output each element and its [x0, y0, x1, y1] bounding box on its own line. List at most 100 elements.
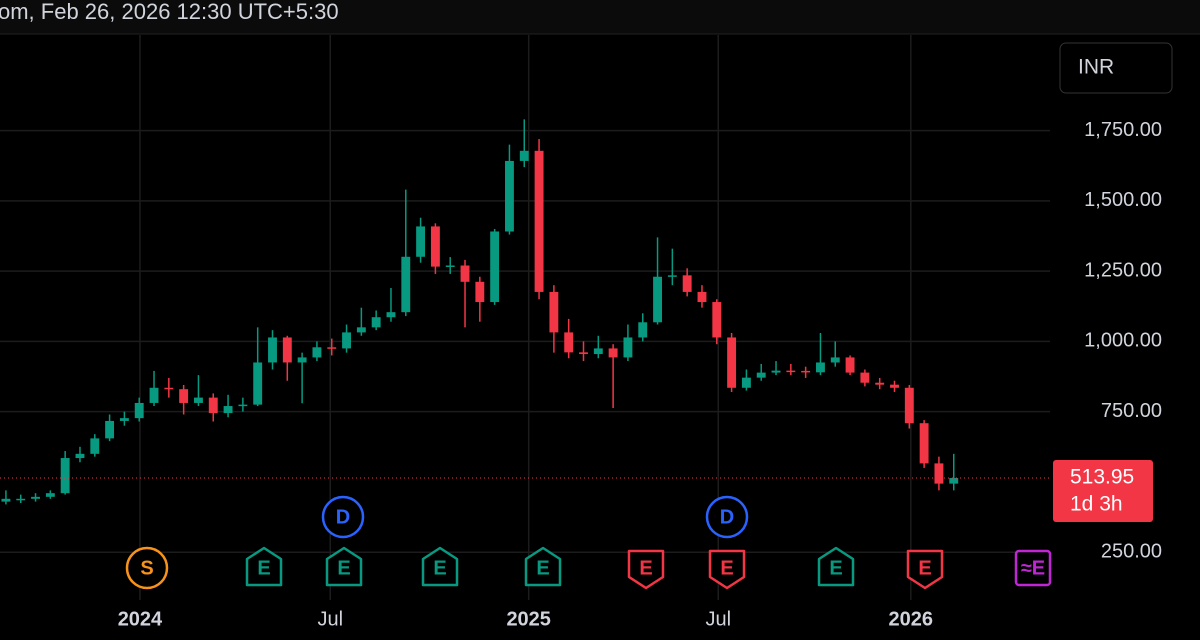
candle-body	[653, 276, 662, 323]
candle-body	[134, 402, 144, 419]
marker-shape	[906, 549, 944, 590]
candle-body	[119, 418, 129, 421]
candle-body	[934, 463, 944, 484]
candle-body	[460, 265, 470, 282]
candle-body	[45, 493, 55, 497]
candle-body	[608, 348, 618, 358]
candle-body	[801, 370, 811, 373]
price-badge	[1053, 460, 1153, 523]
candle-body	[401, 256, 411, 313]
marker-shape	[705, 495, 749, 539]
y-tick-label: 250.00	[1101, 540, 1162, 562]
marker-label: E	[720, 557, 733, 579]
currency-button[interactable]	[1059, 42, 1173, 94]
event-marker[interactable]: E	[627, 549, 665, 590]
y-tick-label: 1,250.00	[1084, 259, 1162, 281]
candle-body	[371, 317, 381, 328]
candle-body	[386, 312, 396, 318]
candle-body	[475, 281, 485, 303]
event-marker[interactable]: D	[705, 495, 749, 539]
event-marker[interactable]: E	[708, 549, 746, 590]
candle-body	[90, 438, 100, 454]
marker-label: E	[337, 557, 350, 579]
candle-body	[356, 327, 366, 333]
candle-body	[564, 332, 574, 353]
x-tick-label: 2025	[506, 608, 551, 630]
x-tick-label: 2026	[889, 608, 934, 630]
x-tick-label: 2024	[118, 608, 163, 630]
candle-body	[297, 357, 307, 363]
candle-body	[416, 226, 426, 257]
candle-body	[593, 348, 603, 355]
candle-body	[741, 377, 751, 388]
candle-body	[16, 498, 26, 501]
x-tick-label: Jul	[705, 608, 731, 630]
candle-body	[727, 337, 737, 388]
candle-body	[342, 332, 351, 349]
candle-body	[253, 362, 263, 405]
marker-shape	[708, 549, 746, 590]
countdown-label: 1d 3h	[1070, 493, 1123, 516]
marker-label: E	[829, 557, 842, 579]
y-tick-label: 750.00	[1101, 400, 1162, 422]
candle-body	[682, 275, 692, 292]
marker-label: E	[918, 557, 931, 579]
candle-body	[579, 352, 588, 355]
y-tick-label: 1,000.00	[1084, 330, 1162, 352]
marker-shape	[817, 546, 855, 587]
marker-shape	[524, 546, 562, 587]
marker-label: D	[336, 506, 350, 528]
candle-body	[312, 347, 322, 358]
marker-shape	[421, 546, 459, 587]
candle-body	[949, 478, 959, 484]
candle-body	[875, 382, 885, 385]
marker-shape	[627, 549, 665, 590]
price-label: 513.95	[1070, 466, 1134, 489]
marker-label: D	[720, 506, 734, 528]
y-tick-label: 1,500.00	[1084, 189, 1162, 211]
event-marker[interactable]: E	[245, 546, 283, 587]
candle-body	[667, 275, 677, 277]
y-tick-label: 1,750.00	[1084, 119, 1162, 141]
candle-body	[179, 389, 189, 403]
event-marker[interactable]: S	[125, 546, 169, 590]
candle-body	[534, 150, 544, 292]
candle-body	[223, 406, 233, 414]
event-marker[interactable]: E	[325, 546, 363, 587]
marker-label: E	[536, 557, 549, 579]
candle-body	[771, 370, 781, 373]
event-marker[interactable]: ≈E	[1014, 549, 1052, 587]
candle-body	[238, 404, 248, 407]
marker-label: ≈E	[1021, 557, 1045, 579]
header-bar	[0, 0, 1200, 34]
candle-body	[890, 384, 899, 388]
event-marker[interactable]: E	[421, 546, 459, 587]
marker-shape	[1014, 549, 1052, 587]
event-marker[interactable]: D	[321, 495, 365, 539]
candle-body	[623, 337, 633, 358]
candle-body	[712, 302, 722, 338]
marker-label: E	[257, 557, 270, 579]
event-marker[interactable]: E	[906, 549, 944, 590]
event-marker[interactable]: E	[524, 546, 562, 587]
marker-shape	[321, 495, 365, 539]
candle-body	[697, 291, 707, 303]
candle-body	[860, 372, 870, 383]
candle-body	[549, 291, 559, 333]
candle-body	[75, 453, 85, 459]
candle-body	[327, 347, 337, 349]
event-marker[interactable]: E	[817, 546, 855, 587]
candle-body	[638, 322, 648, 338]
marker-shape	[125, 546, 169, 590]
marker-shape	[245, 546, 283, 587]
candle-body	[519, 150, 529, 161]
candle-body	[816, 362, 825, 373]
candle-body	[194, 397, 203, 403]
marker-label: S	[140, 557, 153, 579]
candle-body	[756, 372, 766, 378]
candle-body	[786, 370, 796, 373]
candle-body	[904, 387, 914, 424]
marker-label: E	[433, 557, 446, 579]
candle-body	[845, 357, 855, 373]
candle-body	[1, 498, 11, 502]
